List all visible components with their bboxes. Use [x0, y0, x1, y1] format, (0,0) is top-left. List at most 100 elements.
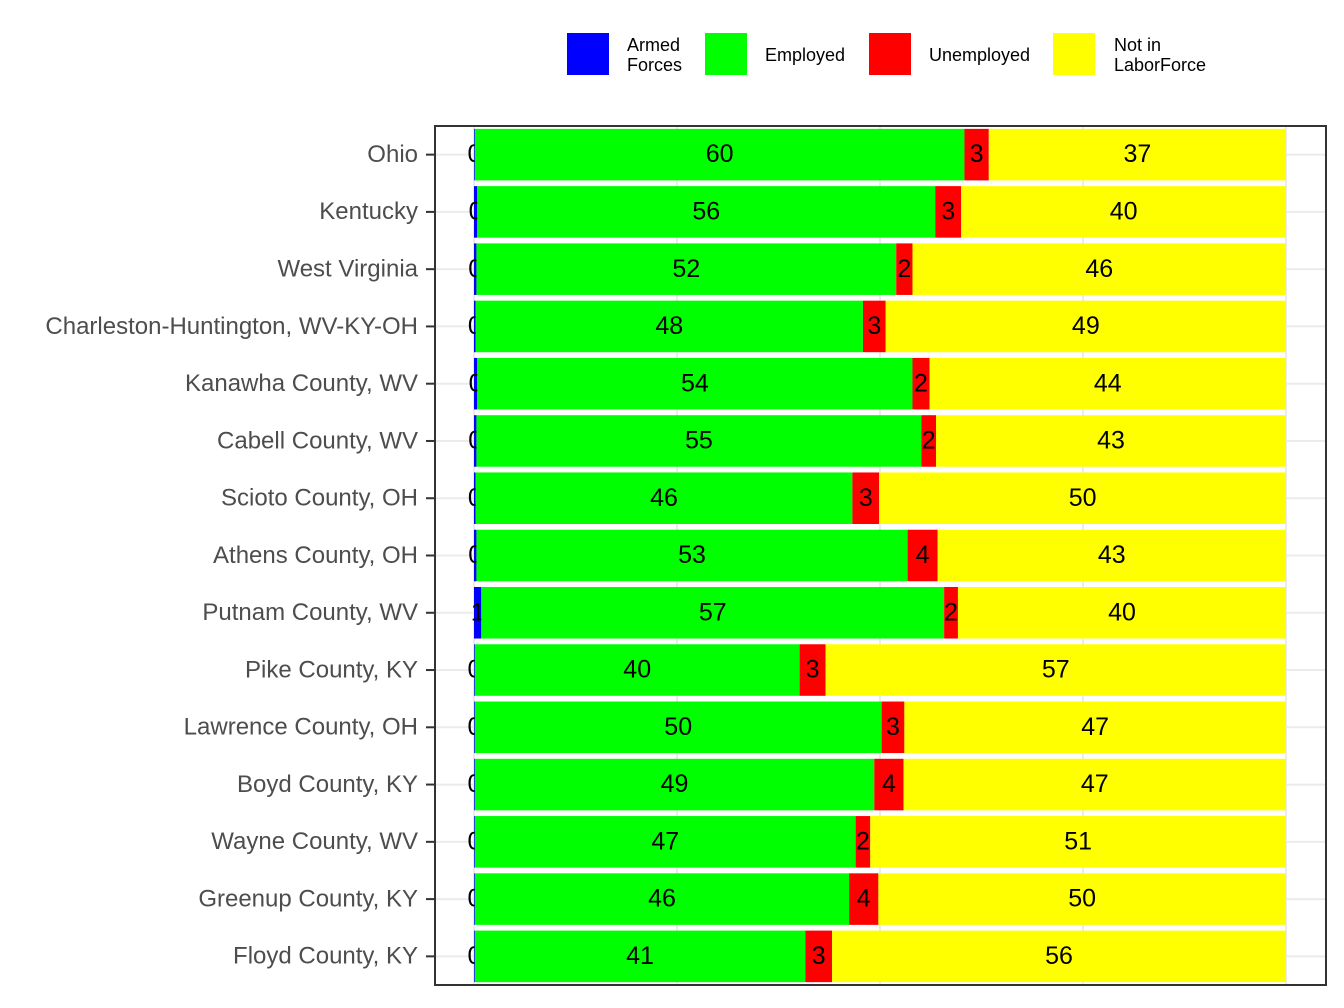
bar-segment [852, 472, 880, 525]
data-label: 47 [1081, 713, 1109, 741]
bar-segment [904, 701, 1286, 754]
data-label: 3 [859, 484, 873, 512]
data-label: 3 [970, 140, 984, 168]
bar-segment [474, 758, 475, 811]
bar-segment [805, 930, 833, 983]
data-label: 50 [664, 713, 692, 741]
y-tick-label: Ohio [367, 141, 418, 168]
bar-segment [935, 186, 962, 238]
y-tick-label: Kanawha County, WV [185, 370, 418, 397]
bar-segment [903, 758, 1286, 811]
bar-segment [832, 930, 1286, 983]
bar-segment [474, 873, 475, 925]
bar-segment [936, 415, 1286, 467]
data-label: 2 [856, 827, 870, 855]
data-label: 46 [1085, 255, 1113, 283]
data-label: 52 [672, 255, 700, 283]
data-label: 43 [1097, 427, 1125, 455]
data-label: 4 [857, 885, 871, 913]
bar-segment [474, 644, 475, 696]
bar-segment [885, 300, 1286, 353]
bar-segment [912, 243, 1286, 295]
bar-segment [474, 701, 475, 754]
data-label: 49 [661, 770, 689, 798]
data-label: 60 [706, 140, 734, 168]
bar-segment [881, 701, 905, 754]
data-label: 57 [1042, 656, 1070, 684]
bar-segment [474, 243, 477, 295]
y-tick-label: West Virginia [277, 256, 418, 283]
data-label: 57 [699, 598, 727, 626]
data-label: 2 [944, 598, 958, 626]
y-tick-label: Putnam County, WV [202, 599, 418, 626]
y-tick-label: Scioto County, OH [221, 485, 418, 512]
data-label: 3 [806, 656, 820, 684]
bar-segment [937, 529, 1286, 582]
data-label: 1 [471, 598, 485, 626]
data-label: 46 [650, 484, 678, 512]
data-label: 3 [812, 942, 826, 970]
bar-segment [799, 644, 826, 696]
bar-segment [474, 930, 475, 983]
bar-segment [921, 415, 937, 467]
data-label: 2 [922, 427, 936, 455]
legend-key [869, 33, 911, 75]
y-tick-label: Boyd County, KY [237, 771, 418, 798]
bar-segment [474, 128, 475, 181]
data-label: 50 [1068, 885, 1096, 913]
data-label: 4 [916, 541, 930, 569]
bar-segment [474, 300, 476, 353]
data-label: 4 [882, 770, 896, 798]
bar-segment [874, 758, 904, 811]
legend-label: Not in LaborForce [1114, 35, 1206, 75]
bar-segment [476, 529, 908, 582]
bar-segment [862, 300, 886, 353]
bar-segment [474, 816, 475, 868]
data-label: 55 [685, 427, 713, 455]
y-tick-label: Floyd County, KY [233, 943, 418, 970]
y-tick-label: Charleston-Huntington, WV-KY-OH [45, 313, 418, 340]
bar-segment [476, 243, 897, 295]
bar-segment [474, 128, 965, 181]
legend-key [567, 33, 609, 75]
legend-label: Unemployed [929, 45, 1030, 65]
y-tick-label: Wayne County, WV [211, 828, 418, 855]
y-tick-label: Athens County, OH [213, 542, 418, 569]
bar-segment [964, 128, 989, 181]
data-label: 37 [1123, 140, 1151, 168]
bar-segment [474, 529, 477, 582]
bar-segment [474, 758, 875, 811]
bar-segment [870, 816, 1286, 868]
data-label: 50 [1069, 484, 1097, 512]
data-label: 53 [678, 541, 706, 569]
legend-label: Employed [765, 45, 845, 65]
bar-segment [474, 816, 856, 868]
data-label: 3 [941, 198, 955, 226]
data-label: 46 [648, 885, 676, 913]
y-tick-label: Pike County, KY [245, 656, 418, 683]
bar-segment [474, 415, 477, 467]
data-label: 48 [655, 312, 683, 340]
data-label: 44 [1094, 369, 1122, 397]
data-label: 40 [623, 656, 651, 684]
data-label: 47 [651, 827, 679, 855]
bar-segment [475, 472, 853, 525]
bar-segment [957, 586, 1286, 639]
data-label: 3 [867, 312, 881, 340]
data-label: 3 [886, 713, 900, 741]
data-label: 2 [897, 255, 911, 283]
legend-key [705, 33, 747, 75]
bar-segment [474, 472, 476, 525]
bar-segment [474, 586, 482, 639]
bar-segment [878, 873, 1286, 925]
bar-segment [944, 586, 958, 639]
data-label: 51 [1064, 827, 1092, 855]
bar-segment [474, 186, 478, 238]
bar-segment [825, 644, 1286, 696]
data-label: 56 [1045, 942, 1073, 970]
legend-label: Armed Forces [627, 35, 682, 75]
data-label: 41 [626, 942, 654, 970]
data-label: 47 [1081, 770, 1109, 798]
data-label: 49 [1072, 312, 1100, 340]
